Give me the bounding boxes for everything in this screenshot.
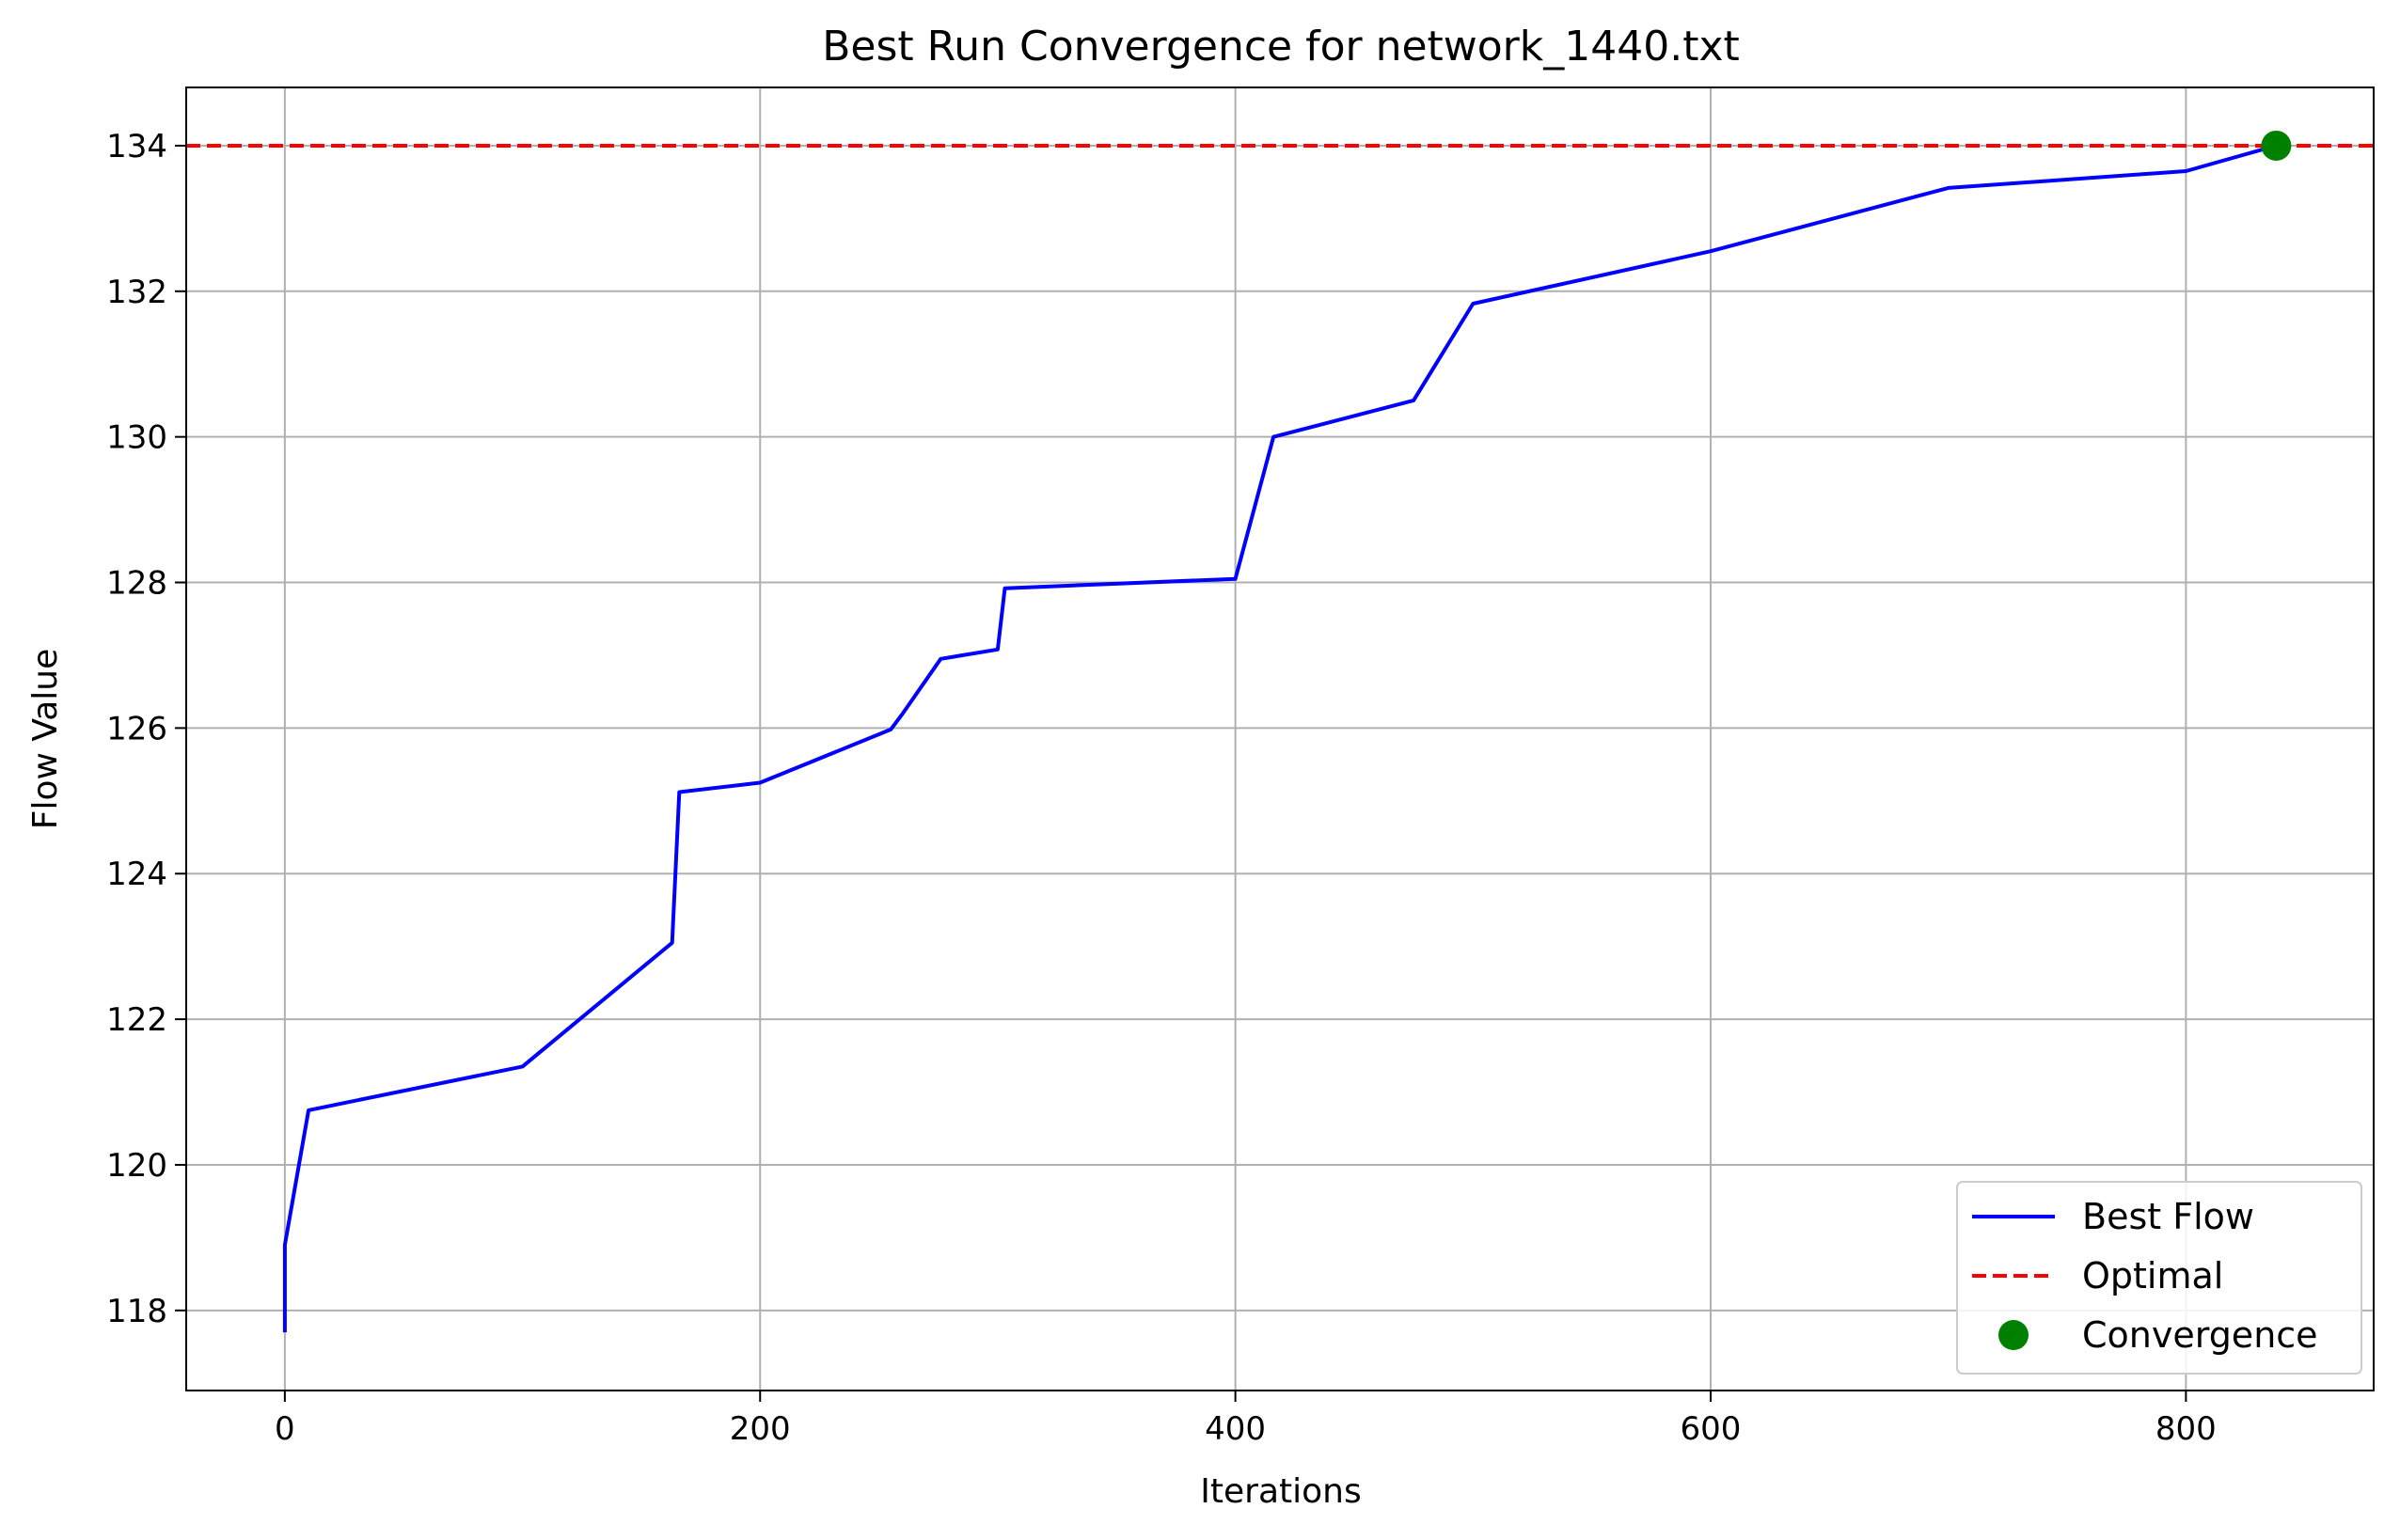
- x-tick-label: 200: [730, 1410, 791, 1448]
- x-tick-label: 800: [2155, 1410, 2217, 1448]
- legend: Best Flow Optimal Convergence: [1956, 1181, 2362, 1375]
- best-flow-line: [282, 143, 2277, 1333]
- y-tick-label: 118: [106, 1293, 167, 1330]
- y-tick-label: 132: [106, 274, 167, 311]
- legend-convergence-label: Convergence: [2082, 1314, 2318, 1356]
- axis-ticks: 0 200 400 600 800 118 120 122 124 126 128 130 132 134: [106, 128, 2217, 1448]
- y-tick-label: 122: [106, 1001, 167, 1039]
- chart-title: Best Run Convergence for network_1440.tx…: [822, 23, 1740, 71]
- y-tick-label: 120: [106, 1147, 167, 1185]
- legend-box: [1956, 1181, 2362, 1375]
- x-tick-label: 600: [1681, 1410, 1742, 1448]
- x-tick-label: 0: [275, 1410, 295, 1448]
- y-tick-label: 128: [106, 565, 167, 603]
- legend-best-flow-label: Best Flow: [2082, 1196, 2254, 1237]
- convergence-marker-layer: [2261, 130, 2292, 161]
- plot-frame: [185, 86, 2375, 1391]
- y-tick-label: 126: [106, 710, 167, 747]
- x-axis-label: Iterations: [1200, 1472, 1361, 1511]
- convergence-point: [2261, 130, 2292, 161]
- x-tick-label: 400: [1205, 1410, 1266, 1448]
- legend-convergence-swatch: [1998, 1320, 2029, 1350]
- y-axis-label: Flow Value: [26, 649, 65, 829]
- legend-optimal-label: Optimal: [2082, 1255, 2223, 1296]
- best-flow-layer: [282, 143, 2277, 1333]
- y-tick-label: 134: [106, 128, 167, 165]
- y-tick-label: 124: [106, 856, 167, 893]
- y-tick-label: 130: [106, 419, 167, 457]
